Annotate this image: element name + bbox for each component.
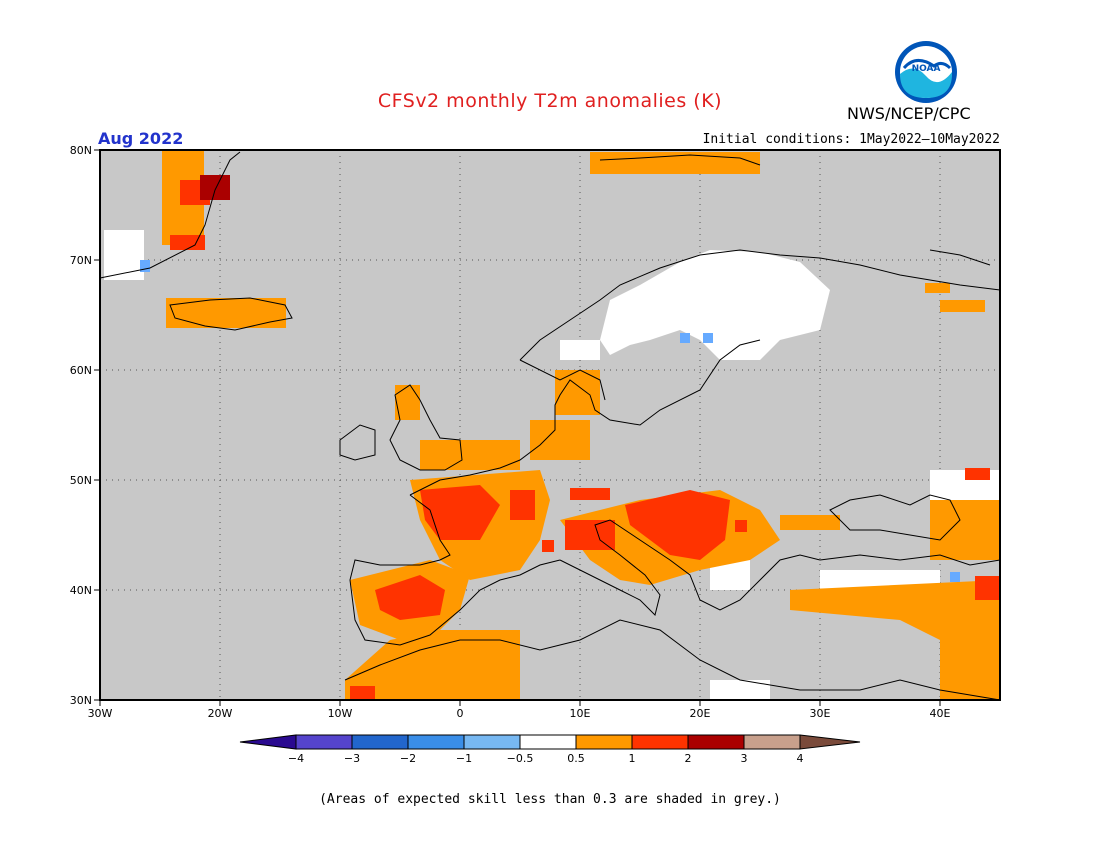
legend-labels: −4 −3 −2 −1 −0.5 0.5 1 2 3 4 bbox=[288, 752, 804, 765]
cool-anomaly-0.5-1 bbox=[140, 260, 960, 582]
map-frame bbox=[99, 149, 1001, 701]
latitude-labels: 80N 70N 60N 50N 40N 30N bbox=[70, 144, 92, 707]
skill-note: (Areas of expected skill less than 0.3 a… bbox=[319, 792, 781, 807]
chart-title: CFSv2 monthly T2m anomalies (K) bbox=[377, 90, 723, 112]
axis-ticks bbox=[94, 149, 941, 706]
lon-label: 0 bbox=[457, 707, 464, 720]
lon-label: 20W bbox=[208, 707, 233, 720]
lat-label: 80N bbox=[70, 144, 92, 157]
legend-swatch bbox=[519, 734, 577, 750]
legend-label: 3 bbox=[741, 752, 748, 765]
lon-label: 10W bbox=[328, 707, 353, 720]
legend-label: −1 bbox=[456, 752, 472, 765]
legend-label: 0.5 bbox=[567, 752, 585, 765]
legend-swatch bbox=[239, 734, 297, 750]
legend-label: 1 bbox=[629, 752, 636, 765]
agency-label: NWS/NCEP/CPC bbox=[847, 104, 971, 123]
warm-anomaly-1-2 bbox=[170, 180, 1000, 700]
lat-label: 60N bbox=[70, 364, 92, 377]
lat-label: 30N bbox=[70, 694, 92, 707]
lon-label: 20E bbox=[690, 707, 711, 720]
legend-label: 4 bbox=[797, 752, 804, 765]
initial-conditions: Initial conditions: 1May2022—10May2022 bbox=[702, 132, 1000, 147]
noaa-logo-text: NOAA bbox=[912, 64, 941, 74]
coastlines bbox=[99, 151, 1001, 701]
legend-swatch bbox=[295, 734, 353, 750]
legend-label: −0.5 bbox=[507, 752, 534, 765]
legend-swatch bbox=[743, 734, 801, 750]
legend-swatch bbox=[407, 734, 465, 750]
legend-swatch bbox=[463, 734, 521, 750]
lon-label: 30W bbox=[88, 707, 113, 720]
legend-swatch bbox=[575, 734, 633, 750]
legend-swatch bbox=[351, 734, 409, 750]
legend-colorbar bbox=[239, 734, 861, 750]
longitude-labels: 30W 20W 10W 0 10E 20E 30E 40E bbox=[88, 707, 951, 720]
noaa-logo-icon: NOAA bbox=[895, 41, 957, 103]
forecast-period: Aug 2022 bbox=[98, 129, 184, 148]
lat-label: 50N bbox=[70, 474, 92, 487]
legend-label: −3 bbox=[344, 752, 360, 765]
legend-swatch bbox=[799, 734, 861, 750]
lon-label: 10E bbox=[570, 707, 591, 720]
lat-label: 70N bbox=[70, 254, 92, 267]
warm-anomaly-2-3 bbox=[200, 175, 230, 200]
legend-label: −2 bbox=[400, 752, 416, 765]
legend-label: 2 bbox=[685, 752, 692, 765]
lon-label: 40E bbox=[930, 707, 951, 720]
legend-label: −4 bbox=[288, 752, 304, 765]
legend-swatch bbox=[687, 734, 745, 750]
lon-label: 30E bbox=[810, 707, 831, 720]
legend-swatch bbox=[631, 734, 689, 750]
lat-label: 40N bbox=[70, 584, 92, 597]
